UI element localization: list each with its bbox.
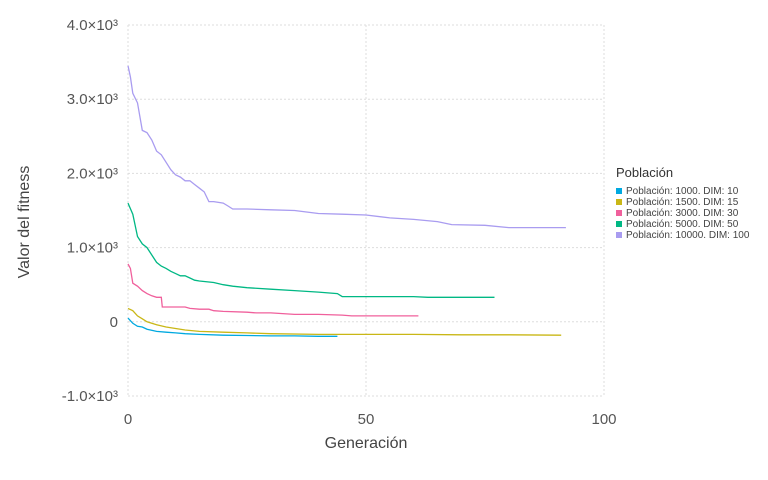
legend-label: Población: 5000. DIM: 50 [626, 219, 739, 230]
x-axis-ticks: 0 50 100 [124, 411, 617, 428]
x-tick-label: 0 [124, 411, 132, 428]
y-axis-label: Valor del fitness [16, 166, 33, 279]
legend-label: Población: 3000. DIM: 30 [626, 208, 739, 219]
legend-swatch [616, 210, 622, 216]
y-tick-label: 4.0×10³ [67, 17, 118, 34]
legend-swatch [616, 232, 622, 238]
y-tick-label: 3.0×10³ [67, 91, 118, 108]
series-lines [127, 65, 566, 337]
grid [127, 24, 605, 397]
series-line-5 [127, 65, 566, 229]
y-tick-label: 1.0×10³ [67, 240, 118, 257]
legend: Población Población: 1000. DIM: 10Poblac… [616, 165, 750, 241]
legend-swatch [616, 221, 622, 227]
series-line-4 [127, 202, 495, 298]
series-line-1 [127, 317, 338, 337]
x-tick-label: 50 [358, 411, 375, 428]
series-line-3 [127, 263, 419, 317]
x-axis-label: Generación [325, 435, 408, 452]
legend-swatch [616, 188, 622, 194]
legend-label: Población: 1000. DIM: 10 [626, 186, 739, 197]
legend-label: Población: 10000. DIM: 100 [626, 230, 750, 241]
legend-title: Población [616, 165, 673, 180]
y-axis-ticks: -1.0×10³ 0 1.0×10³ 2.0×10³ 3.0×10³ 4.0×10³ [62, 17, 118, 405]
y-tick-label: 0 [110, 314, 118, 331]
series-line-2 [127, 307, 562, 336]
legend-swatch [616, 199, 622, 205]
x-tick-label: 100 [591, 411, 616, 428]
legend-label: Población: 1500. DIM: 15 [626, 197, 739, 208]
y-tick-label: 2.0×10³ [67, 165, 118, 182]
y-tick-label: -1.0×10³ [62, 388, 118, 405]
